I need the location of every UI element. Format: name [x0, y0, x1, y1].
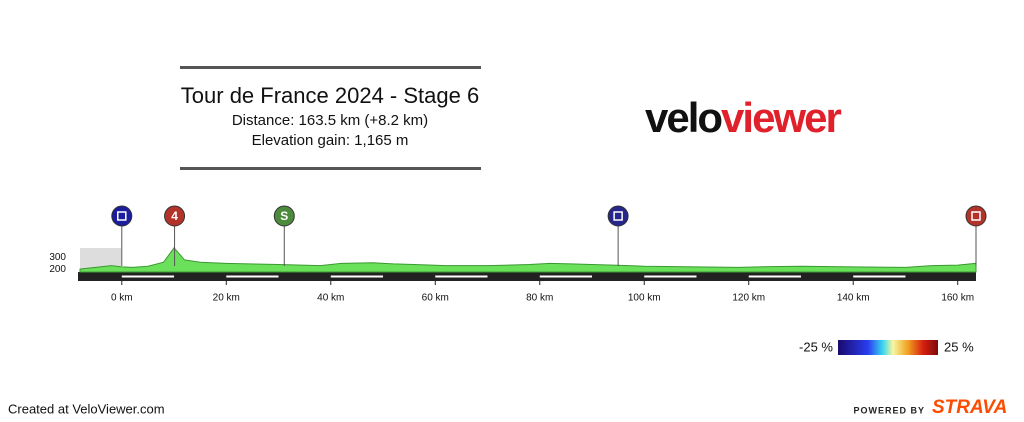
x-tick-label: 60 km: [422, 293, 449, 304]
logo-part: velo: [645, 94, 722, 141]
marker: [965, 205, 987, 227]
chart-title: Tour de France 2024 - Stage 6: [181, 83, 479, 108]
marker: [164, 205, 186, 227]
marker-glyph: [613, 211, 623, 221]
x-tick-label: 160 km: [941, 293, 974, 304]
marker-glyph: [117, 211, 127, 221]
x-tick-label: 140 km: [837, 293, 870, 304]
x-tick-label: 100 km: [628, 293, 661, 304]
elevation-area: [79, 246, 977, 273]
powered-by: POWERED BY: [853, 405, 925, 415]
title-rule: [180, 66, 481, 69]
title-rule: [180, 167, 481, 170]
colorbar-label: -25 %: [799, 339, 833, 354]
strava-logo: STRAVA: [932, 397, 1007, 418]
y-tick-label: 300: [49, 252, 66, 263]
marker: [607, 205, 629, 227]
logo: veloviewer: [645, 94, 841, 141]
y-tick-label: 200: [49, 264, 66, 275]
x-tick-label: 40 km: [317, 293, 344, 304]
subtitle: Distance: 163.5 km (+8.2 km): [232, 112, 428, 129]
colorbar: [838, 340, 938, 355]
marker-label: S: [280, 209, 288, 223]
x-tick-label: 120 km: [732, 293, 765, 304]
colorbar-label: 25 %: [944, 339, 974, 354]
marker: [273, 205, 295, 227]
marker-label: 4: [171, 209, 178, 223]
route-bar: [78, 272, 976, 281]
x-tick-label: 0 km: [111, 293, 133, 304]
x-tick-label: 20 km: [213, 293, 240, 304]
x-tick-label: 80 km: [526, 293, 553, 304]
marker: [111, 205, 133, 227]
marker-glyph: [971, 211, 981, 221]
logo-part: viewer: [721, 94, 841, 141]
footer: Created at VeloViewer.com: [8, 401, 165, 416]
subtitle: Elevation gain: 1,165 m: [252, 132, 409, 149]
